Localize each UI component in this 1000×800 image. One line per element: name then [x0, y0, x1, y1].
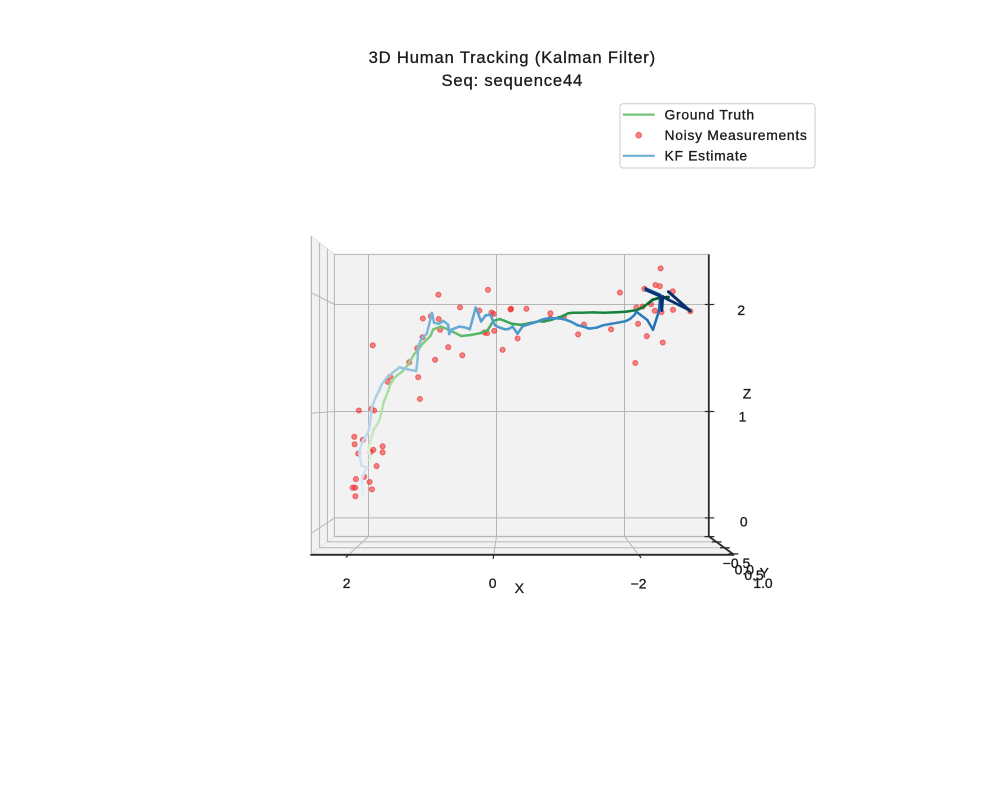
svg-text:0: 0: [740, 513, 748, 529]
svg-text:2: 2: [343, 575, 351, 591]
svg-text:2: 2: [737, 302, 745, 318]
svg-text:Y: Y: [760, 564, 769, 580]
svg-text:X: X: [515, 580, 524, 596]
svg-text:0: 0: [489, 575, 497, 591]
svg-text:Seq: sequence44: Seq: sequence44: [441, 71, 583, 90]
svg-text:Ground Truth: Ground Truth: [665, 106, 755, 122]
svg-text:Noisy Measurements: Noisy Measurements: [665, 127, 808, 143]
svg-text:−0.5: −0.5: [723, 555, 751, 571]
svg-text:Z: Z: [743, 385, 752, 401]
svg-text:0.5: 0.5: [744, 567, 764, 583]
svg-text:1: 1: [739, 409, 747, 425]
svg-text:1.0: 1.0: [753, 575, 773, 591]
svg-text:−2: −2: [631, 576, 647, 592]
svg-text:0.0: 0.0: [735, 562, 755, 578]
svg-text:KF Estimate: KF Estimate: [665, 148, 748, 164]
svg-text:3D Human Tracking (Kalman Filt: 3D Human Tracking (Kalman Filter): [369, 48, 656, 67]
